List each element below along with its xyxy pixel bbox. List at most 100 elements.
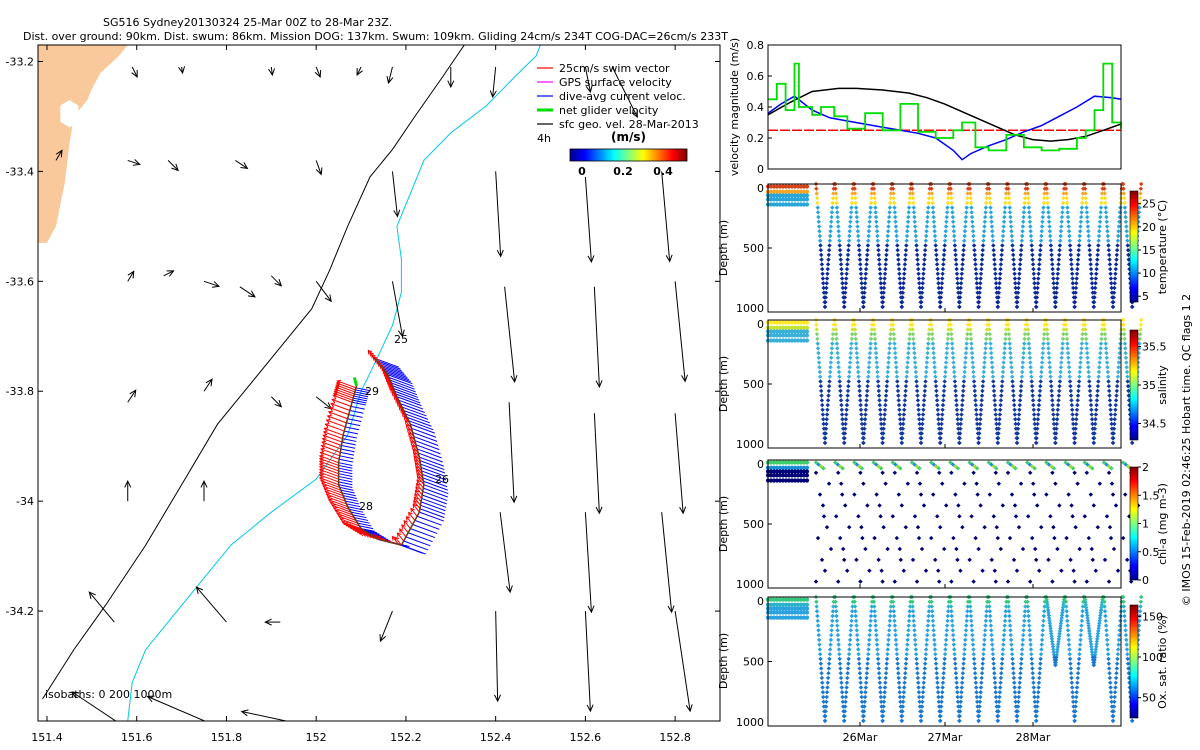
profile-point: [911, 205, 916, 210]
profile-point: [1073, 525, 1078, 530]
day-label-25: 25: [394, 333, 408, 346]
profile-point: [892, 470, 897, 475]
profile-point: [939, 704, 944, 709]
surface-vector-head: [205, 378, 213, 387]
profile-point: [933, 383, 939, 389]
profile-point: [820, 503, 826, 508]
profile-point: [957, 718, 962, 724]
profile-point: [813, 470, 819, 475]
profile-point: [973, 266, 979, 272]
profile-point: [820, 412, 826, 417]
profile-point: [957, 713, 962, 719]
profile-point: [1126, 252, 1131, 258]
surface-vector-head: [379, 634, 386, 643]
profile-point: [1046, 219, 1052, 225]
dac-vector: [410, 528, 436, 539]
profile-point: [939, 417, 945, 422]
profile-point: [1094, 266, 1099, 272]
profile-point: [1023, 604, 1028, 609]
profile-point: [993, 690, 998, 695]
profile-point: [783, 606, 789, 611]
profile-point: [792, 325, 798, 330]
profile-point: [953, 492, 958, 497]
profile-point: [1053, 435, 1058, 441]
profile-point: [995, 718, 1000, 724]
profile-point: [869, 604, 874, 609]
profile-point: [1097, 360, 1102, 365]
profile-point: [900, 290, 906, 295]
profile-point: [1107, 262, 1113, 267]
profile-point: [789, 333, 795, 338]
profile-point: [833, 460, 838, 465]
profile-point: [878, 466, 884, 471]
profile-point: [1045, 602, 1050, 608]
map-xtick-label: 152.4: [480, 731, 512, 744]
profile-point: [898, 466, 903, 471]
profile-point: [854, 628, 860, 633]
profile-point: [842, 435, 847, 441]
profile-point: [1069, 685, 1075, 690]
profile-point: [924, 642, 929, 647]
profile-point: [1066, 365, 1072, 370]
profile-point: [1006, 322, 1011, 327]
profile-point: [1105, 229, 1110, 234]
profile-point: [934, 675, 940, 681]
profile-point: [887, 346, 892, 351]
profile-point: [859, 276, 864, 281]
profile-point: [1092, 421, 1098, 427]
profile-point: [798, 202, 804, 207]
profile-point: [1101, 460, 1107, 465]
profile-point: [768, 193, 774, 198]
profile-point: [899, 440, 904, 446]
profile-point: [1102, 191, 1107, 196]
profile-point: [934, 398, 940, 403]
profile-point: [1050, 639, 1055, 644]
profile-point: [1044, 492, 1049, 497]
swim-vector: [319, 458, 339, 466]
profile-point: [789, 469, 795, 474]
profile-point: [963, 224, 968, 229]
profile-point: [1122, 609, 1127, 614]
profile-point: [1121, 594, 1126, 600]
profile-point: [868, 205, 873, 210]
profile-point: [826, 247, 832, 253]
profile-point: [839, 685, 844, 690]
profile-ytick-label: 0: [757, 318, 764, 331]
profile-point: [1031, 412, 1037, 417]
dac-vector: [394, 390, 420, 401]
profile-point: [801, 197, 807, 202]
profile-point: [933, 557, 938, 563]
profile-point: [1084, 579, 1089, 584]
profile-point: [1055, 271, 1061, 276]
profile-point: [953, 257, 959, 262]
profile-point: [941, 398, 946, 403]
profile-point: [1074, 276, 1079, 281]
profile-point: [882, 276, 887, 281]
profile-point: [1121, 535, 1126, 541]
profile-point: [1028, 360, 1033, 365]
profile-point: [865, 383, 870, 389]
profile-point: [818, 383, 824, 389]
profile-point: [954, 398, 959, 403]
profile-point: [1000, 647, 1006, 652]
map-xtick-label: 152: [306, 731, 327, 744]
swim-vector: [399, 528, 407, 538]
profile-point: [971, 579, 976, 584]
profile-point: [840, 699, 846, 704]
surface-vector-arrow: [584, 512, 595, 614]
profile-point: [834, 609, 839, 614]
profile-point: [958, 417, 964, 422]
profile-point: [798, 606, 804, 611]
profile-point: [886, 224, 891, 229]
profile-point: [972, 393, 978, 398]
profile-point: [1034, 299, 1039, 305]
profile-point: [825, 675, 831, 681]
profile-point: [1042, 191, 1047, 196]
profile-point: [865, 388, 870, 394]
oxygen-colorbar-label: Ox. sat. ratio (%): [1156, 615, 1169, 709]
profile-point: [836, 360, 841, 365]
profile-point: [951, 637, 956, 643]
profile-point: [1116, 224, 1122, 229]
profile-point: [1053, 481, 1058, 486]
surface-vector-head: [397, 329, 405, 338]
